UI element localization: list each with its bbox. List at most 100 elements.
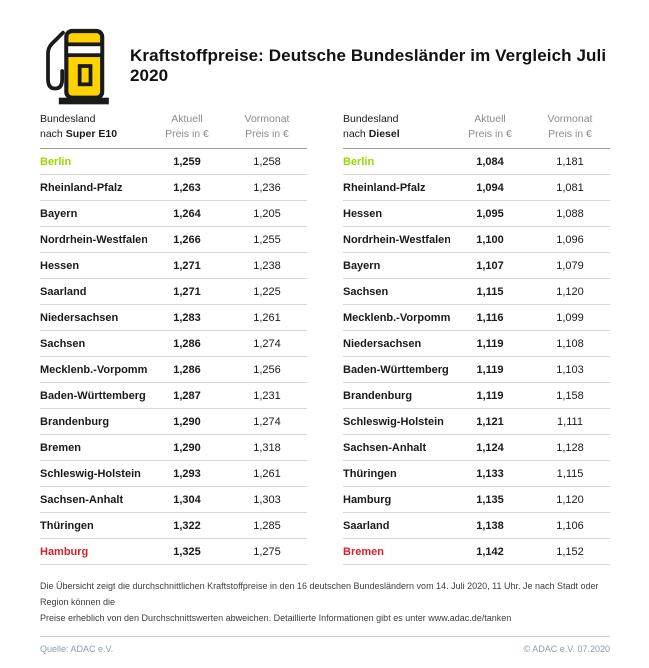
- state-name: Sachsen-Anhalt: [40, 493, 124, 506]
- fuel-type-label: Diesel: [368, 128, 400, 141]
- aktuell-price: 1,124: [476, 441, 504, 454]
- state-name: Hessen: [343, 207, 383, 220]
- table-row: Sachsen-Anhalt 1,304 1,303: [40, 487, 307, 514]
- state-name: Mecklenb.-Vorpommern: [343, 311, 450, 324]
- vormonat-label: Vormonat: [244, 113, 290, 125]
- table-row: Bremen 1,142 1,152: [343, 539, 610, 566]
- table-row: Rheinland-Pfalz 1,094 1,081: [343, 175, 610, 202]
- aktuell-price: 1,115: [476, 285, 504, 298]
- state-name: Sachsen: [40, 337, 86, 350]
- column-header-vormonat: Vormonat Preis in €: [227, 112, 307, 142]
- vormonat-price: 1,256: [253, 363, 281, 376]
- table-row: Hessen 1,095 1,088: [343, 201, 610, 228]
- vormonat-price: 1,274: [253, 415, 281, 428]
- state-name: Niedersachsen: [343, 337, 422, 350]
- vormonat-price: 1,255: [253, 233, 281, 246]
- aktuell-price: 1,119: [476, 337, 504, 350]
- state-name: Rheinland-Pfalz: [343, 181, 426, 194]
- table-row: Thüringen 1,322 1,285: [40, 513, 307, 540]
- preis-label: Preis in €: [245, 128, 289, 141]
- vormonat-price: 1,205: [253, 207, 281, 220]
- aktuell-price: 1,286: [173, 337, 201, 350]
- aktuell-price: 1,133: [476, 467, 504, 480]
- table-header: Bundesland nach Diesel Aktuell Preis in …: [343, 112, 610, 150]
- footnote-line2: Preise erheblich von den Durchschnittswe…: [40, 612, 512, 623]
- aktuell-price: 1,263: [173, 181, 201, 194]
- preis-label: Preis in €: [548, 128, 592, 141]
- aktuell-price: 1,084: [476, 155, 504, 168]
- vormonat-price: 1,111: [557, 415, 583, 428]
- table-row: Berlin 1,084 1,181: [343, 149, 610, 176]
- table-row: Hessen 1,271 1,238: [40, 253, 307, 280]
- table-row: Bremen 1,290 1,318: [40, 435, 307, 462]
- aktuell-price: 1,271: [173, 285, 201, 298]
- table-row: Schleswig-Holstein 1,121 1,111: [343, 409, 610, 436]
- table-row: Sachsen 1,115 1,120: [343, 279, 610, 306]
- state-name: Saarland: [40, 285, 87, 298]
- aktuell-price: 1,095: [476, 207, 504, 220]
- aktuell-price: 1,135: [476, 493, 504, 506]
- table-row: Baden-Württemberg 1,287 1,231: [40, 383, 307, 410]
- footer: Quelle: ADAC e.V. © ADAC e.V. 07.2020: [40, 644, 610, 654]
- nach-label: nach: [343, 128, 369, 141]
- copyright-label: © ADAC e.V. 07.2020: [523, 643, 610, 654]
- aktuell-price: 1,259: [173, 155, 201, 168]
- vormonat-price: 1,275: [253, 545, 281, 558]
- state-name: Rheinland-Pfalz: [40, 181, 123, 194]
- aktuell-price: 1,264: [173, 207, 201, 220]
- state-name: Schleswig-Holstein: [343, 415, 444, 428]
- vormonat-price: 1,152: [556, 545, 584, 558]
- aktuell-price: 1,116: [476, 311, 504, 324]
- preis-label: Preis in €: [468, 128, 512, 141]
- fuel-pump-icon: [46, 28, 109, 105]
- footnote: Die Übersicht zeigt die durchschnittlich…: [40, 579, 610, 626]
- fuel-type-label: Super E10: [65, 128, 118, 141]
- aktuell-price: 1,121: [476, 415, 504, 428]
- aktuell-price: 1,293: [173, 467, 201, 480]
- vormonat-price: 1,088: [556, 207, 584, 220]
- table-diesel: Bundesland nach Diesel Aktuell Preis in …: [343, 112, 610, 566]
- aktuell-price: 1,107: [476, 259, 504, 272]
- bundesland-label: Bundesland: [40, 113, 96, 125]
- vormonat-price: 1,096: [556, 233, 584, 246]
- table-row: Hamburg 1,325 1,275: [40, 539, 307, 566]
- aktuell-price: 1,290: [173, 415, 201, 428]
- table-row: Sachsen-Anhalt 1,124 1,128: [343, 435, 610, 462]
- table-row: Nordrhein-Westfalen 1,100 1,096: [343, 227, 610, 254]
- aktuell-price: 1,142: [476, 545, 504, 558]
- table-row: Niedersachsen 1,119 1,108: [343, 331, 610, 358]
- aktuell-price: 1,271: [173, 259, 201, 272]
- aktuell-price: 1,290: [173, 441, 201, 454]
- vormonat-price: 1,108: [556, 337, 584, 350]
- table-row: Saarland 1,271 1,225: [40, 279, 307, 306]
- table-row: Bayern 1,107 1,079: [343, 253, 610, 280]
- vormonat-price: 1,115: [556, 467, 584, 480]
- table-row: Sachsen 1,286 1,274: [40, 331, 307, 358]
- state-name: Nordrhein-Westfalen: [40, 233, 147, 246]
- state-name: Schleswig-Holstein: [40, 467, 141, 480]
- column-header-bundesland: Bundesland nach Diesel: [343, 112, 450, 142]
- table-row: Nordrhein-Westfalen 1,266 1,255: [40, 227, 307, 254]
- aktuell-label: Aktuell: [474, 113, 506, 125]
- table-row: Mecklenb.-Vorpommern 1,286 1,256: [40, 357, 307, 384]
- table-row: Rheinland-Pfalz 1,263 1,236: [40, 175, 307, 202]
- vormonat-price: 1,081: [556, 181, 584, 194]
- aktuell-price: 1,287: [173, 389, 201, 402]
- vormonat-price: 1,261: [253, 467, 281, 480]
- state-name: Mecklenb.-Vorpommern: [40, 363, 147, 376]
- vormonat-price: 1,099: [556, 311, 584, 324]
- column-header-vormonat: Vormonat Preis in €: [530, 112, 610, 142]
- footer-divider: [40, 635, 610, 637]
- state-name: Baden-Württemberg: [343, 363, 449, 376]
- aktuell-price: 1,322: [173, 519, 201, 532]
- vormonat-price: 1,231: [253, 389, 281, 402]
- page-title: Kraftstoffpreise: Deutsche Bundesländer …: [130, 46, 607, 85]
- table-header: Bundesland nach Super E10 Aktuell Preis …: [40, 112, 307, 150]
- state-name: Bayern: [40, 207, 78, 220]
- aktuell-price: 1,119: [476, 389, 504, 402]
- table-row: Brandenburg 1,119 1,158: [343, 383, 610, 410]
- aktuell-price: 1,119: [476, 363, 504, 376]
- vormonat-price: 1,238: [253, 259, 281, 272]
- state-name: Hamburg: [40, 545, 89, 558]
- bundesland-label: Bundesland: [343, 113, 399, 125]
